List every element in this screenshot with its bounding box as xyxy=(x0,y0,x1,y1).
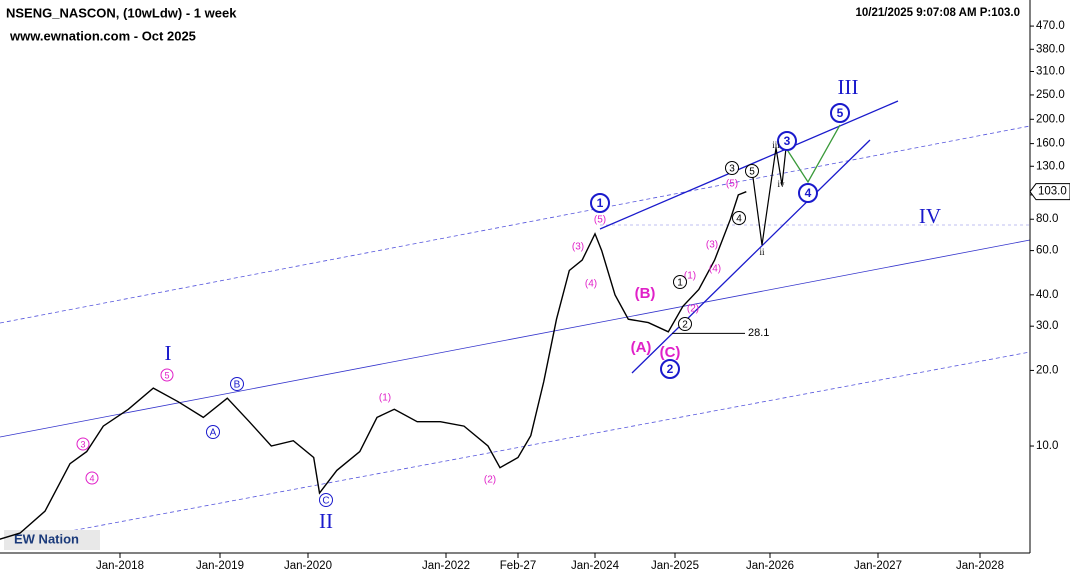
price-tag-label: 103.0 xyxy=(1038,186,1067,198)
wave-label: (5) xyxy=(594,215,606,226)
annotation-circle xyxy=(798,183,818,203)
wave-label: (4) xyxy=(585,279,597,290)
wave-label: 4 xyxy=(805,186,812,200)
wave-label: 4 xyxy=(89,473,94,483)
wave-label: iii xyxy=(772,140,780,150)
y-tick-label: 250.0 xyxy=(1036,89,1065,101)
wave-label: 1 xyxy=(677,278,683,289)
wave-label: II xyxy=(319,509,333,533)
annotation-circle xyxy=(590,193,610,213)
y-tick-label: 30.0 xyxy=(1036,320,1058,332)
wave-label: IV xyxy=(919,204,941,228)
x-tick-label: Jan-2027 xyxy=(854,560,902,572)
wave-label: iv xyxy=(777,179,785,189)
wave-label: 1 xyxy=(597,196,604,210)
wave-label: C xyxy=(322,496,329,507)
annotation-circle xyxy=(830,103,850,123)
wave-label: 4 xyxy=(736,214,742,225)
timestamp: 10/21/2025 9:07:08 AM P:103.0 xyxy=(855,7,1020,19)
wave-label: (B) xyxy=(635,285,656,302)
level-label: 28.1 xyxy=(748,327,769,339)
chart-title: NSENG_NASCON, (10wLdw) - 1 week xyxy=(6,5,237,20)
wave-label: (5) xyxy=(726,179,738,190)
wave-label: (3) xyxy=(572,242,584,253)
x-tick-label: Jan-2020 xyxy=(284,560,332,572)
wave-label: ii xyxy=(759,247,765,257)
wave-label: 2 xyxy=(682,320,688,331)
wave-label: 3 xyxy=(784,134,791,148)
wave-label: (1) xyxy=(379,393,391,404)
wave-label: (C) xyxy=(660,344,681,361)
y-tick-label: 380.0 xyxy=(1036,43,1065,55)
wave-label: 5 xyxy=(837,106,844,120)
wave-label: (A) xyxy=(631,339,652,356)
x-tick-label: Jan-2028 xyxy=(956,560,1004,572)
annotation-circle xyxy=(725,161,739,175)
wave-label: (4) xyxy=(709,264,721,275)
x-tick-label: Jan-2026 xyxy=(746,560,794,572)
trend-line xyxy=(631,139,871,374)
y-tick-label: 200.0 xyxy=(1036,113,1065,125)
wave-label: 2 xyxy=(667,362,674,376)
annotation-circle xyxy=(76,437,90,451)
y-tick-label: 10.0 xyxy=(1036,440,1058,452)
channel-line xyxy=(0,239,1031,438)
annotation-circle xyxy=(673,275,687,289)
y-tick-label: 310.0 xyxy=(1036,66,1065,78)
y-tick-label: 160.0 xyxy=(1036,138,1065,150)
wave-label: (1) xyxy=(684,271,696,282)
wave-label: (2) xyxy=(687,304,699,315)
x-tick-label: Feb-27 xyxy=(500,560,536,572)
wave-label: 3 xyxy=(729,164,735,175)
wave-label: 5 xyxy=(749,167,755,178)
x-tick-label: Jan-2022 xyxy=(422,560,470,572)
y-tick-label: 40.0 xyxy=(1036,289,1058,301)
annotation-circle xyxy=(85,471,99,485)
wave-label: I xyxy=(165,341,172,365)
logo-box xyxy=(4,530,100,550)
annotation-circle xyxy=(732,211,746,225)
channel-line xyxy=(59,351,1031,534)
x-tick-label: Jan-2018 xyxy=(96,560,144,572)
annotation-circle xyxy=(160,368,174,382)
y-tick-label: 20.0 xyxy=(1036,364,1058,376)
wave-label: 3 xyxy=(80,439,85,449)
annotation-circle xyxy=(660,359,680,379)
projection xyxy=(751,147,787,246)
annotation-circle xyxy=(230,377,244,391)
wave-label: 5 xyxy=(164,370,169,380)
projection xyxy=(785,124,841,184)
annotation-circle xyxy=(678,317,692,331)
y-tick-label: 470.0 xyxy=(1036,20,1065,32)
wave-label: (2) xyxy=(484,475,496,486)
y-tick-label: 60.0 xyxy=(1036,245,1058,257)
wave-label: (3) xyxy=(706,240,718,251)
x-tick-label: Jan-2025 xyxy=(651,560,699,572)
x-tick-label: Jan-2024 xyxy=(571,560,620,572)
wave-label: B xyxy=(234,380,241,391)
logo: EW Nation xyxy=(14,531,79,546)
y-tick-label: 80.0 xyxy=(1036,213,1058,225)
annotation-circle xyxy=(745,164,759,178)
wave-label: III xyxy=(838,75,859,99)
annotation-circle xyxy=(319,493,333,507)
annotation-circle xyxy=(206,425,220,439)
y-tick-label: 130.0 xyxy=(1036,160,1065,172)
site: www.ewnation.com - Oct 2025 xyxy=(9,28,196,43)
wave-label: A xyxy=(210,428,217,439)
x-tick-label: Jan-2019 xyxy=(196,560,244,572)
channels xyxy=(0,100,1031,534)
price-tag xyxy=(1029,183,1070,201)
price-line xyxy=(0,191,747,540)
annotation-circle xyxy=(777,131,797,151)
